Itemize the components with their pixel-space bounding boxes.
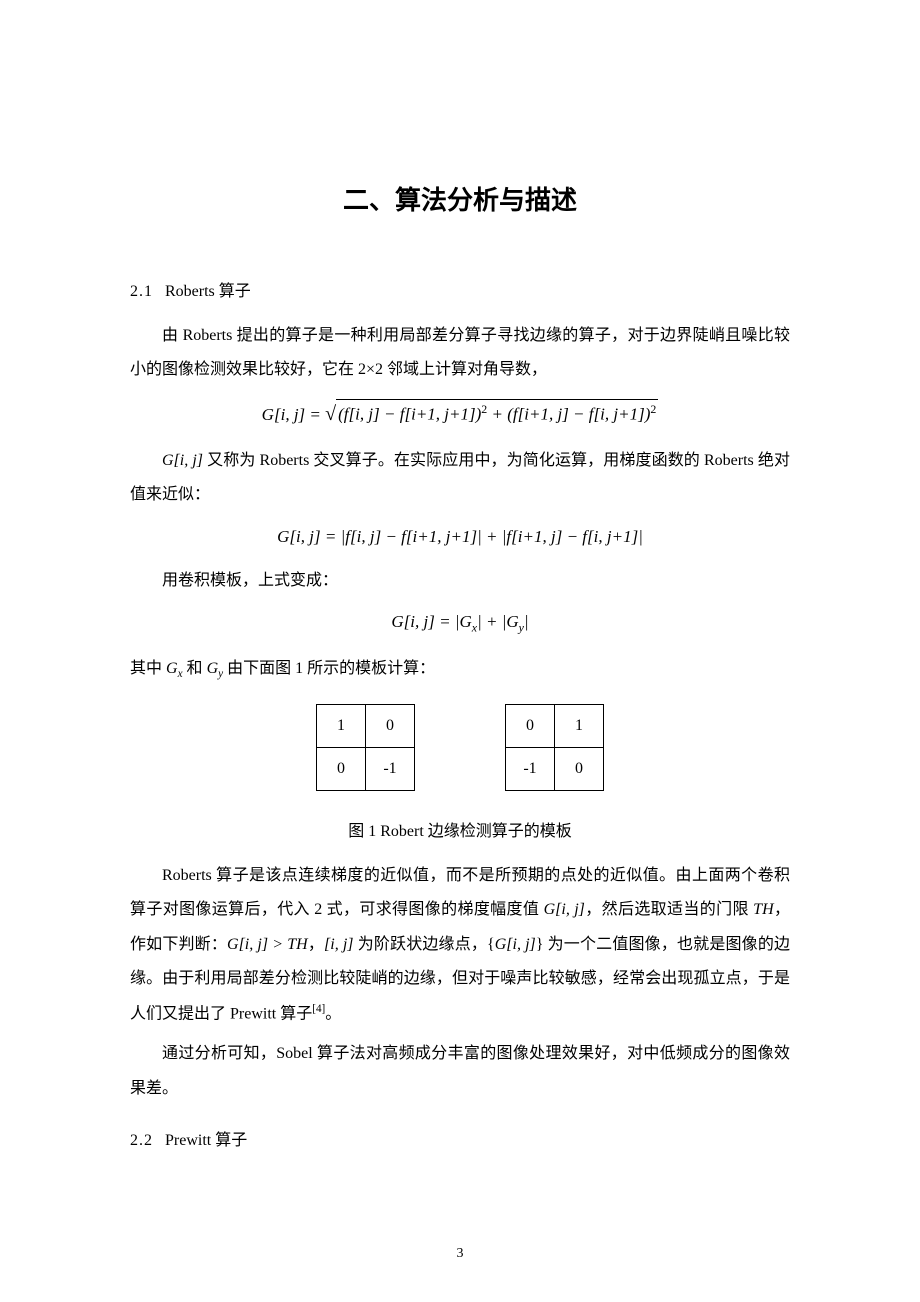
formula-1: G[i, j] = √(f[i, j] − f[i+1, j+1])2 + (f… bbox=[130, 398, 790, 430]
inline-gx: Gx bbox=[166, 660, 183, 677]
paragraph-4: 其中 Gx 和 Gy 由下面图 1 所示的模板计算： bbox=[130, 652, 790, 686]
figure-caption-1: 图 1 Robert 边缘检测算子的模板 bbox=[130, 817, 790, 841]
paragraph-6: 通过分析可知，Sobel 算子法对高频成分丰富的图像处理效果好，对中低频成分的图… bbox=[130, 1037, 790, 1106]
formula-3: G[i, j] = |Gx| + |Gy| bbox=[130, 608, 790, 637]
section-number: 2.1 bbox=[130, 283, 153, 300]
page: 二、算法分析与描述 2.1 Roberts 算子 由 Roberts 提出的算子… bbox=[0, 0, 920, 1302]
table-row: 0 1 bbox=[506, 704, 604, 747]
p5-e: 为阶跃状边缘点，{ bbox=[354, 936, 495, 953]
kernel-cell: -1 bbox=[506, 747, 555, 790]
inline-var: G[i, j] bbox=[544, 901, 585, 918]
inline-var: TH bbox=[753, 901, 773, 918]
table-row: 1 0 bbox=[317, 704, 415, 747]
kernel-gx: 1 0 0 -1 bbox=[316, 704, 415, 791]
inline-var: [i, j] bbox=[324, 936, 354, 953]
inline-var: G[i, j] bbox=[162, 452, 203, 469]
paragraph-5: Roberts 算子是该点连续梯度的近似值，而不是所预期的点处的近似值。由上面两… bbox=[130, 859, 790, 1031]
kernel-cell: -1 bbox=[366, 747, 415, 790]
paragraph-2: G[i, j] 又称为 Roberts 交叉算子。在实际应用中，为简化运算，用梯… bbox=[130, 444, 790, 513]
kernel-tables: 1 0 0 -1 0 1 -1 0 bbox=[130, 704, 790, 791]
kernel-cell: 0 bbox=[555, 747, 604, 790]
chapter-title: 二、算法分析与描述 bbox=[130, 180, 790, 217]
p4-text-b: 和 bbox=[183, 660, 207, 677]
inline-var: G[i, j] bbox=[495, 936, 536, 953]
citation-ref: [4] bbox=[312, 1003, 325, 1015]
table-row: 0 -1 bbox=[317, 747, 415, 790]
p4-text-a: 其中 bbox=[130, 660, 166, 677]
section-name: Roberts 算子 bbox=[165, 283, 251, 300]
table-row: -1 0 bbox=[506, 747, 604, 790]
kernel-cell: 0 bbox=[506, 704, 555, 747]
section-heading-2-1: 2.1 Roberts 算子 bbox=[130, 277, 790, 301]
p4-text-c: 由下面图 1 所示的模板计算： bbox=[223, 660, 435, 677]
inline-gy: Gy bbox=[207, 660, 224, 677]
kernel-cell: 0 bbox=[317, 747, 366, 790]
inline-var: G[i, j] > TH bbox=[227, 936, 308, 953]
kernel-cell: 0 bbox=[366, 704, 415, 747]
page-number: 3 bbox=[0, 1246, 920, 1262]
kernel-cell: 1 bbox=[555, 704, 604, 747]
p5-d: ， bbox=[308, 936, 324, 953]
kernel-cell: 1 bbox=[317, 704, 366, 747]
p5-b: ，然后选取适当的门限 bbox=[585, 901, 753, 918]
p5-h: 。 bbox=[325, 1005, 341, 1022]
paragraph-3: 用卷积模板，上式变成： bbox=[130, 564, 790, 598]
section-number: 2.2 bbox=[130, 1132, 153, 1149]
formula-2: G[i, j] = |f[i, j] − f[i+1, j+1]| + |f[i… bbox=[130, 523, 790, 550]
kernel-gy: 0 1 -1 0 bbox=[505, 704, 604, 791]
section-heading-2-2: 2.2 Prewitt 算子 bbox=[130, 1126, 790, 1150]
paragraph-1: 由 Roberts 提出的算子是一种利用局部差分算子寻找边缘的算子，对于边界陡峭… bbox=[130, 319, 790, 388]
paragraph-2-text: 又称为 Roberts 交叉算子。在实际应用中，为简化运算，用梯度函数的 Rob… bbox=[130, 452, 790, 503]
section-name: Prewitt 算子 bbox=[165, 1132, 247, 1149]
